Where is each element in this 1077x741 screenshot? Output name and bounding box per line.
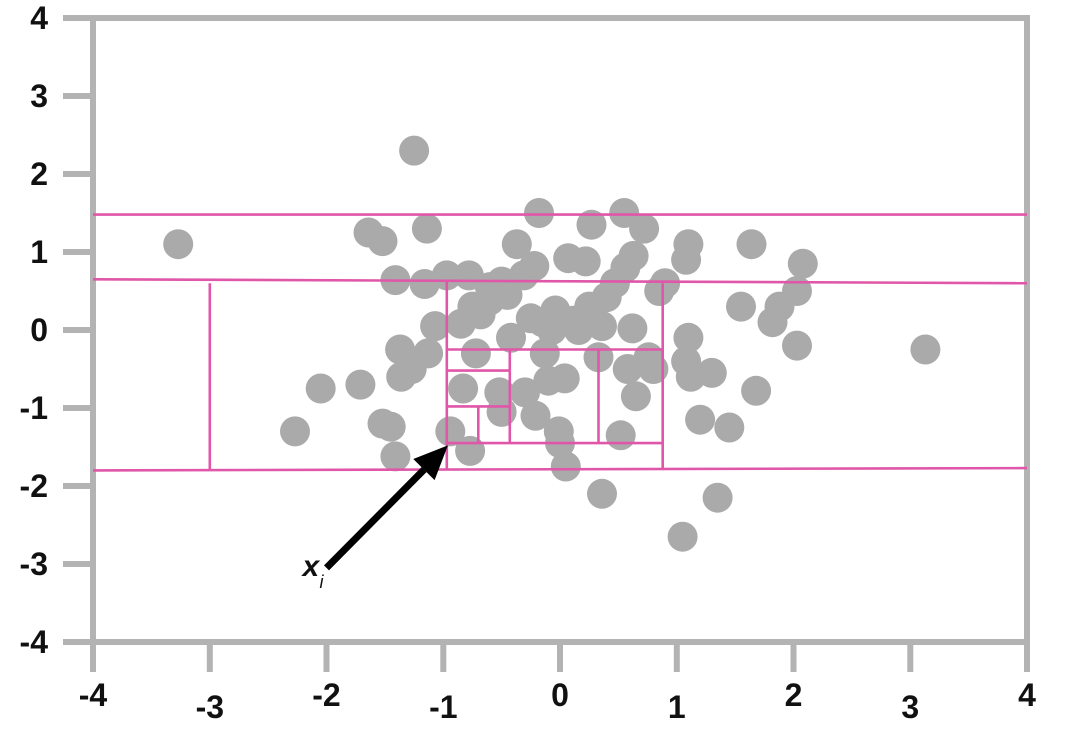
annotation-arrow-shaft [324,467,427,571]
data-point [618,240,649,271]
data-point [549,363,580,394]
data-point [448,373,479,404]
data-point [455,435,486,466]
data-point [570,246,601,277]
data-point [620,381,651,412]
data-point [629,213,660,244]
partition-line [92,466,1028,472]
x-tick-label: -4 [79,677,108,713]
data-point [910,334,941,365]
data-point [563,315,594,345]
data-point [650,268,681,299]
data-point [413,338,444,369]
partition-line [92,277,1028,285]
data-point [638,354,669,384]
annotation-subscript: i [320,572,325,592]
data-point [435,416,466,447]
data-point [673,229,704,260]
y-tick-label: 1 [30,234,48,270]
x-tick-label: 4 [1018,677,1036,713]
y-tick-label: 2 [30,156,48,192]
data-point [673,322,704,353]
x-tick-label: 2 [785,677,803,713]
data-point [486,396,517,427]
y-tick-label: -1 [20,390,48,426]
data-point [420,311,451,342]
x-tick-label: 0 [551,677,569,713]
data-point [501,229,532,260]
data-point [782,330,812,361]
data-point [519,251,550,281]
data-point [375,411,406,442]
annotation-label: x [301,550,321,583]
annotation-arrow-head [413,445,448,481]
data-point [587,478,617,509]
data-point [576,209,607,240]
data-point [667,521,698,552]
data-point [411,213,442,244]
data-point [787,248,818,279]
data-point [741,375,772,406]
data-point [280,416,310,447]
y-tick-label: 4 [30,0,48,36]
data-point [524,198,554,228]
data-point [460,338,491,369]
data-point [510,377,540,408]
data-point [617,313,648,344]
data-point [163,229,194,260]
data-point [726,291,756,322]
data-point [550,451,581,482]
data-point [529,338,560,369]
data-point [714,412,745,443]
data-point [367,226,398,257]
y-tick-label: 3 [30,78,48,114]
data-point [496,322,526,353]
data-point [736,229,767,260]
data-point [587,311,617,342]
data-point [345,369,376,400]
x-tick-label: 3 [901,689,919,725]
data-point [605,420,636,451]
x-tick-label: -3 [196,689,224,725]
x-tick-label: -2 [312,677,340,713]
y-tick-label: -4 [20,624,49,660]
y-tick-label: -2 [20,468,48,504]
data-point [305,373,336,404]
data-point [520,400,551,431]
data-point [380,441,411,472]
y-tick-label: 0 [30,312,48,348]
data-point [431,260,462,291]
data-point [782,276,812,306]
x-tick-label: 1 [668,689,686,725]
y-tick-label: -3 [20,546,48,582]
data-point [702,482,733,513]
data-point [399,135,430,166]
data-point [696,357,727,388]
x-tick-label: -1 [429,689,457,725]
data-point [685,404,716,435]
